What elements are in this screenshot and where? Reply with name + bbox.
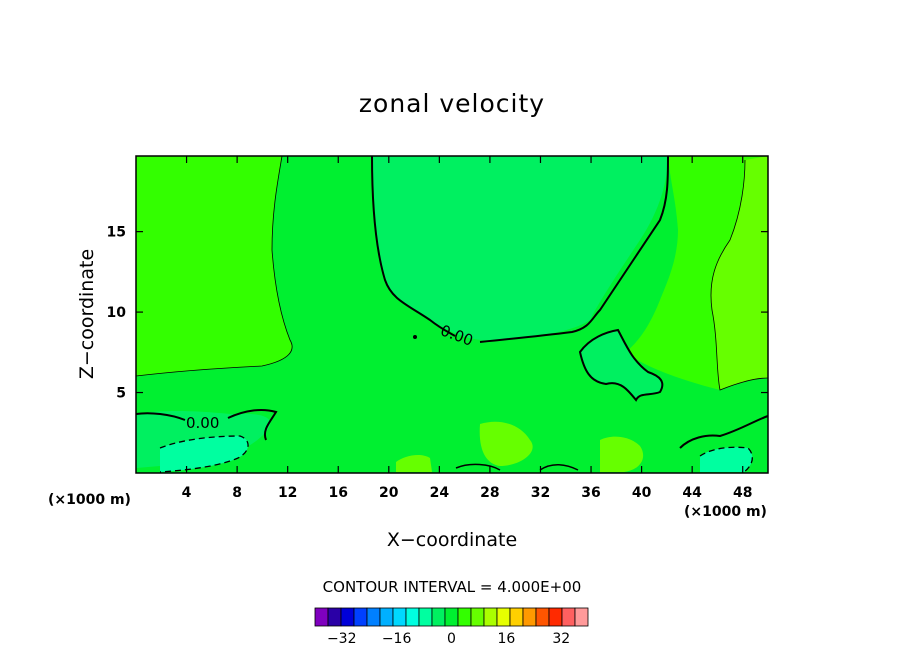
x-tick-label: 28 — [480, 485, 499, 501]
colorbar-tick-label: 16 — [497, 631, 515, 647]
colorbar-tick-label: 32 — [552, 631, 570, 647]
region-surface-pocket-1 — [160, 436, 249, 472]
colorbar-swatch — [470, 607, 485, 627]
colorbar-tick-label: 0 — [447, 631, 456, 647]
zero-contour-lower — [135, 409, 278, 441]
colorbar-swatch — [353, 607, 368, 627]
colorbar-tick-label: −16 — [382, 631, 412, 647]
x-tick-label: 8 — [232, 485, 242, 501]
contour-field — [136, 156, 768, 473]
dashed-contour-left — [159, 435, 249, 473]
colorbar-swatch — [522, 607, 537, 627]
plot-frame — [135, 155, 769, 474]
colorbar-swatch — [327, 607, 342, 627]
colorbar-swatch — [483, 607, 498, 627]
colorbar-swatch — [405, 607, 420, 627]
colorbar-swatch — [561, 607, 576, 627]
colorbar-swatch — [496, 607, 511, 627]
surface-contour-mid — [455, 463, 579, 471]
region-surface-patch-1 — [479, 421, 533, 466]
contour-lines — [135, 155, 769, 473]
region-surface-patch-3 — [396, 455, 432, 472]
x-tick-label: 32 — [531, 485, 550, 501]
colorbar-swatch — [535, 607, 550, 627]
x-tick-label: 40 — [632, 485, 652, 501]
x-tick-label: 48 — [733, 485, 752, 501]
x-tick-label: 44 — [682, 485, 702, 501]
contour-label-lower: 0.00 — [186, 414, 219, 432]
colorbar-swatch — [366, 607, 381, 627]
x-tick-label: 20 — [379, 485, 399, 501]
colorbar: −32 −16 0 16 32 — [314, 607, 589, 647]
x-tick-label: 12 — [278, 485, 297, 501]
y-unit-label: (×1000 m) — [48, 492, 131, 508]
y-tick-label: 10 — [107, 305, 127, 321]
x-tick-label: 24 — [430, 485, 450, 501]
zero-contour-upper — [371, 155, 669, 343]
colorbar-swatch — [431, 607, 446, 627]
colorbar-swatch — [574, 607, 589, 627]
x-unit-label: (×1000 m) — [684, 504, 767, 520]
colorbar-swatch — [379, 607, 394, 627]
region-core — [372, 156, 668, 341]
thin-contour-left — [135, 155, 293, 377]
colorbar-swatch — [457, 607, 472, 627]
region-right-edge — [710, 156, 768, 390]
x-ticks: 4 8 12 16 20 24 28 32 36 40 44 48 — [182, 156, 752, 501]
colorbar-swatch — [314, 607, 329, 627]
right-blob-contour — [578, 328, 664, 402]
x-tick-label: 16 — [328, 485, 347, 501]
thin-contour-right — [710, 159, 769, 391]
contour-interval: CONTOUR INTERVAL = 4.000E+00 — [323, 578, 582, 596]
y-tick-label: 5 — [116, 386, 126, 402]
y-tick-label: 15 — [107, 225, 126, 241]
colorbar-swatch — [340, 607, 355, 627]
region-surface-pocket-2 — [700, 447, 753, 472]
tiny-contour — [413, 335, 417, 339]
x-axis-label: X−coordinate — [387, 529, 517, 551]
x-tick-label: 36 — [581, 485, 600, 501]
colorbar-swatch — [444, 607, 459, 627]
surface-contour-right — [679, 415, 769, 449]
colorbar-swatch — [392, 607, 407, 627]
dashed-contour-right — [699, 446, 754, 473]
y-ticks: 5 10 15 — [107, 225, 768, 402]
x-tick-label: 4 — [182, 485, 192, 501]
y-axis-label: Z−coordinate — [76, 249, 98, 379]
region-surface-patch-2 — [600, 436, 644, 472]
colorbar-swatch — [548, 607, 563, 627]
colorbar-tick-label: −32 — [327, 631, 357, 647]
colorbar-swatch — [418, 607, 433, 627]
colorbar-swatch — [509, 607, 524, 627]
chart-title: zonal velocity — [359, 89, 545, 118]
